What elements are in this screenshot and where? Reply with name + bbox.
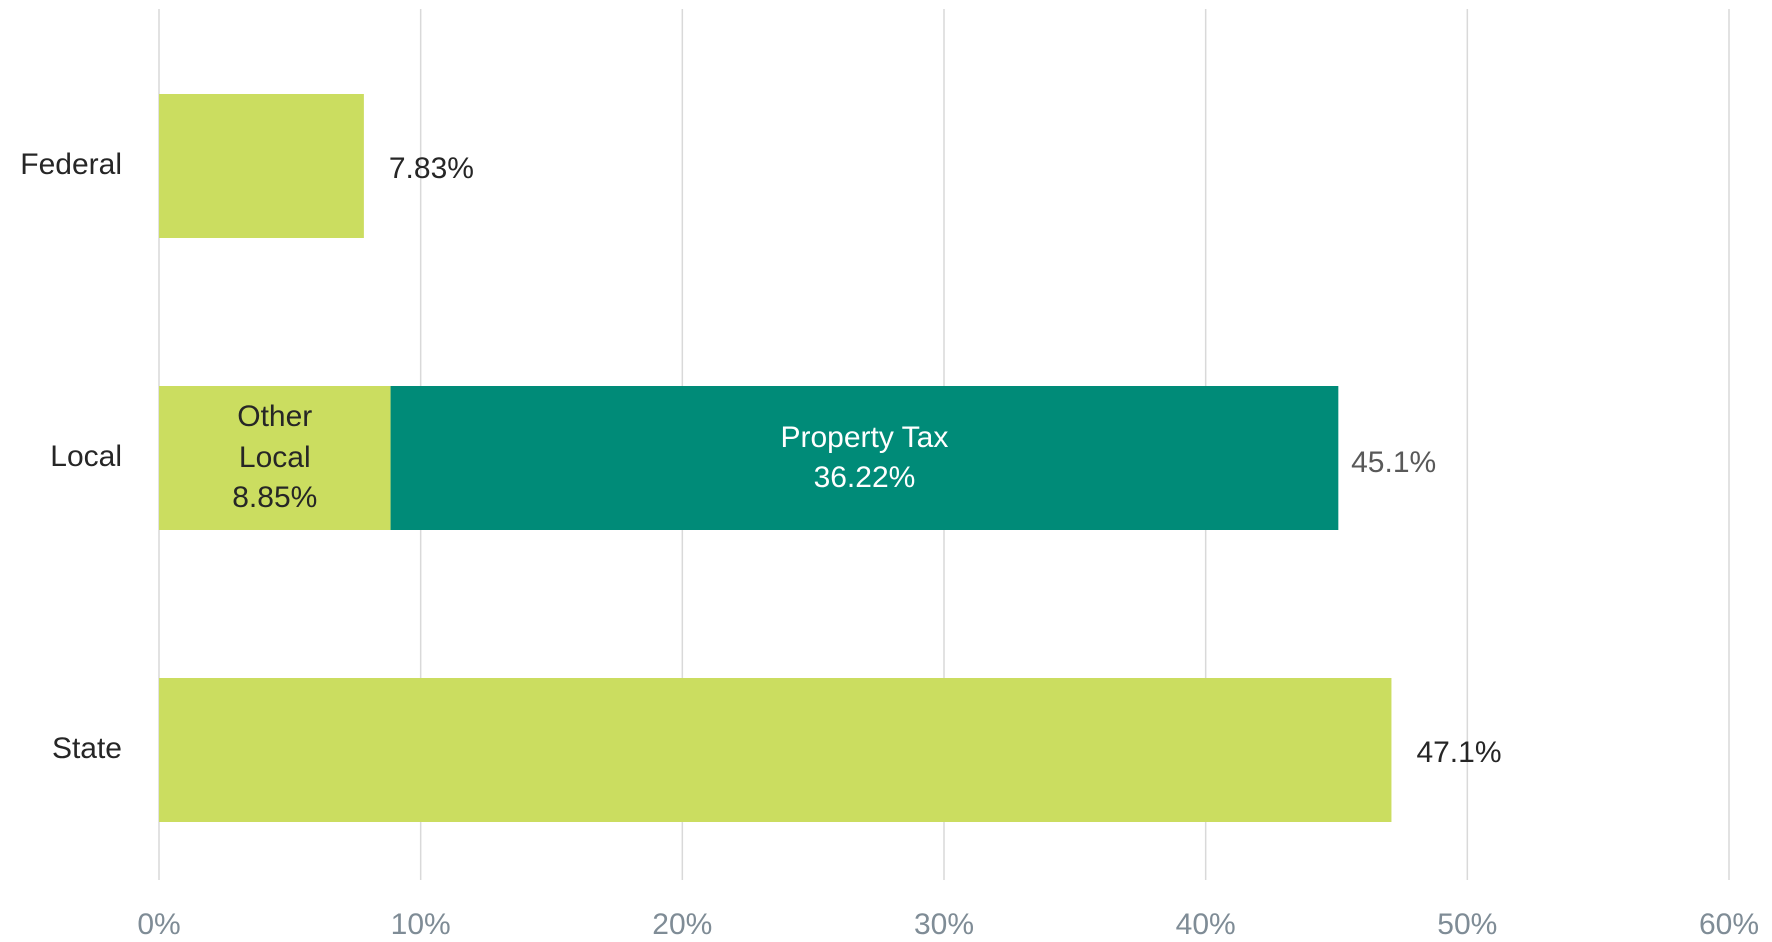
x-tick-label: 60%: [1699, 908, 1759, 941]
x-tick-label: 20%: [652, 908, 712, 941]
value-label: 8.85%: [232, 481, 318, 515]
segment-name: Property Tax: [780, 420, 949, 454]
value-label: 36.22%: [813, 461, 916, 494]
x-tick-label: 0%: [137, 908, 180, 941]
y-tick-label: State: [52, 732, 122, 765]
bar-segment: [159, 94, 364, 238]
y-tick-label: Federal: [20, 148, 122, 181]
bar-segment: [159, 678, 1392, 822]
bar-segment: [159, 386, 391, 530]
x-tick-label: 40%: [1176, 908, 1236, 941]
x-tick-label: 30%: [914, 908, 974, 941]
segment-name: Other Local: [237, 400, 313, 474]
bar-segment: [390, 386, 1339, 530]
value-label: 7.83%: [389, 152, 474, 185]
segment-label: Other Local 8.85%: [159, 386, 391, 530]
value-label: 47.1%: [1416, 736, 1501, 769]
total-label: 45.1%: [1351, 446, 1436, 479]
segment-label: Property Tax 36.22%: [391, 386, 1339, 530]
x-tick-label: 50%: [1437, 908, 1497, 941]
y-tick-label: Local: [50, 440, 122, 473]
x-tick-label: 10%: [391, 908, 451, 941]
segment-label-box: Property Tax 36.22%: [391, 386, 1339, 530]
segment-label-box: Other Local 8.85%: [159, 386, 391, 530]
